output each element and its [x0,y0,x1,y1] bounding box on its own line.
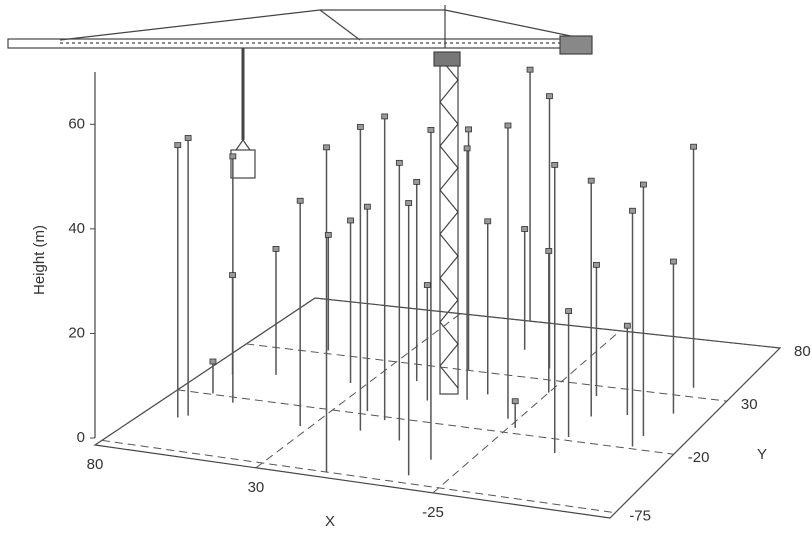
x-tick-label: 80 [87,456,104,473]
stem-top [640,181,647,188]
crane [7,5,593,395]
stem-top [484,218,492,225]
y-axis-label: Y [757,446,767,463]
stem-top [623,322,631,329]
z-tick-label: 0 [77,429,85,446]
grid-line [94,297,316,446]
stem-top [593,261,600,268]
crane-cab [433,51,461,67]
grid-line [609,347,781,519]
x-axis-label: X [325,513,335,530]
z-tick-label: 40 [68,220,85,237]
y-tick-label: -75 [629,508,651,525]
grid-line [432,330,621,494]
z-axis-label: Height (m) [31,225,48,295]
stem-top [427,126,435,133]
x-tick-label: 30 [248,479,265,496]
stem-top [395,159,403,166]
stem-top [413,178,421,185]
stem-top [184,135,192,141]
stem-top [272,245,280,252]
stem-top [463,145,471,152]
stem-top [526,66,534,73]
z-tick-label: 20 [68,324,85,341]
stem-top [209,358,217,365]
crane-mast [439,57,459,395]
crane-hook [235,138,251,151]
stem-top [521,226,529,232]
y-tick-label: 30 [741,396,758,413]
crane-jib [7,38,591,49]
stem-top [356,124,364,130]
stem-top [423,282,431,288]
crane-tie [319,9,361,41]
stem-top [629,207,636,214]
stem-top [511,398,519,405]
stem-top [229,153,237,160]
stem-top [504,122,512,129]
stem-top [545,248,553,254]
stem-top [296,197,304,204]
y-tick-label: 80 [794,343,811,360]
y-tick-label: -20 [688,449,710,466]
x-tick-label: -25 [422,504,444,521]
stem-top [587,177,595,184]
stem-top [546,93,553,100]
grid-line [246,343,727,402]
stem-top [565,308,572,314]
stem-top [174,142,182,149]
crane-counterweight [559,35,593,55]
grid-line [255,313,461,469]
stem-top [324,231,332,238]
stem-top [347,217,354,224]
crane-mast-lattice [439,57,459,389]
crane-hook-box [230,149,256,179]
crane-tie [444,9,591,41]
grid-line [177,389,674,455]
stem-top [229,272,236,279]
stem-top [670,258,677,265]
stem-top [381,113,389,120]
stem-top [551,161,559,168]
crane-tie [59,9,321,41]
grid-line [101,439,616,514]
z-tick-label: 60 [68,115,85,132]
stem-top [323,144,330,151]
stem-top [405,200,413,206]
stem-top [465,126,472,133]
stem-top [690,143,697,150]
stem-top [363,203,371,210]
